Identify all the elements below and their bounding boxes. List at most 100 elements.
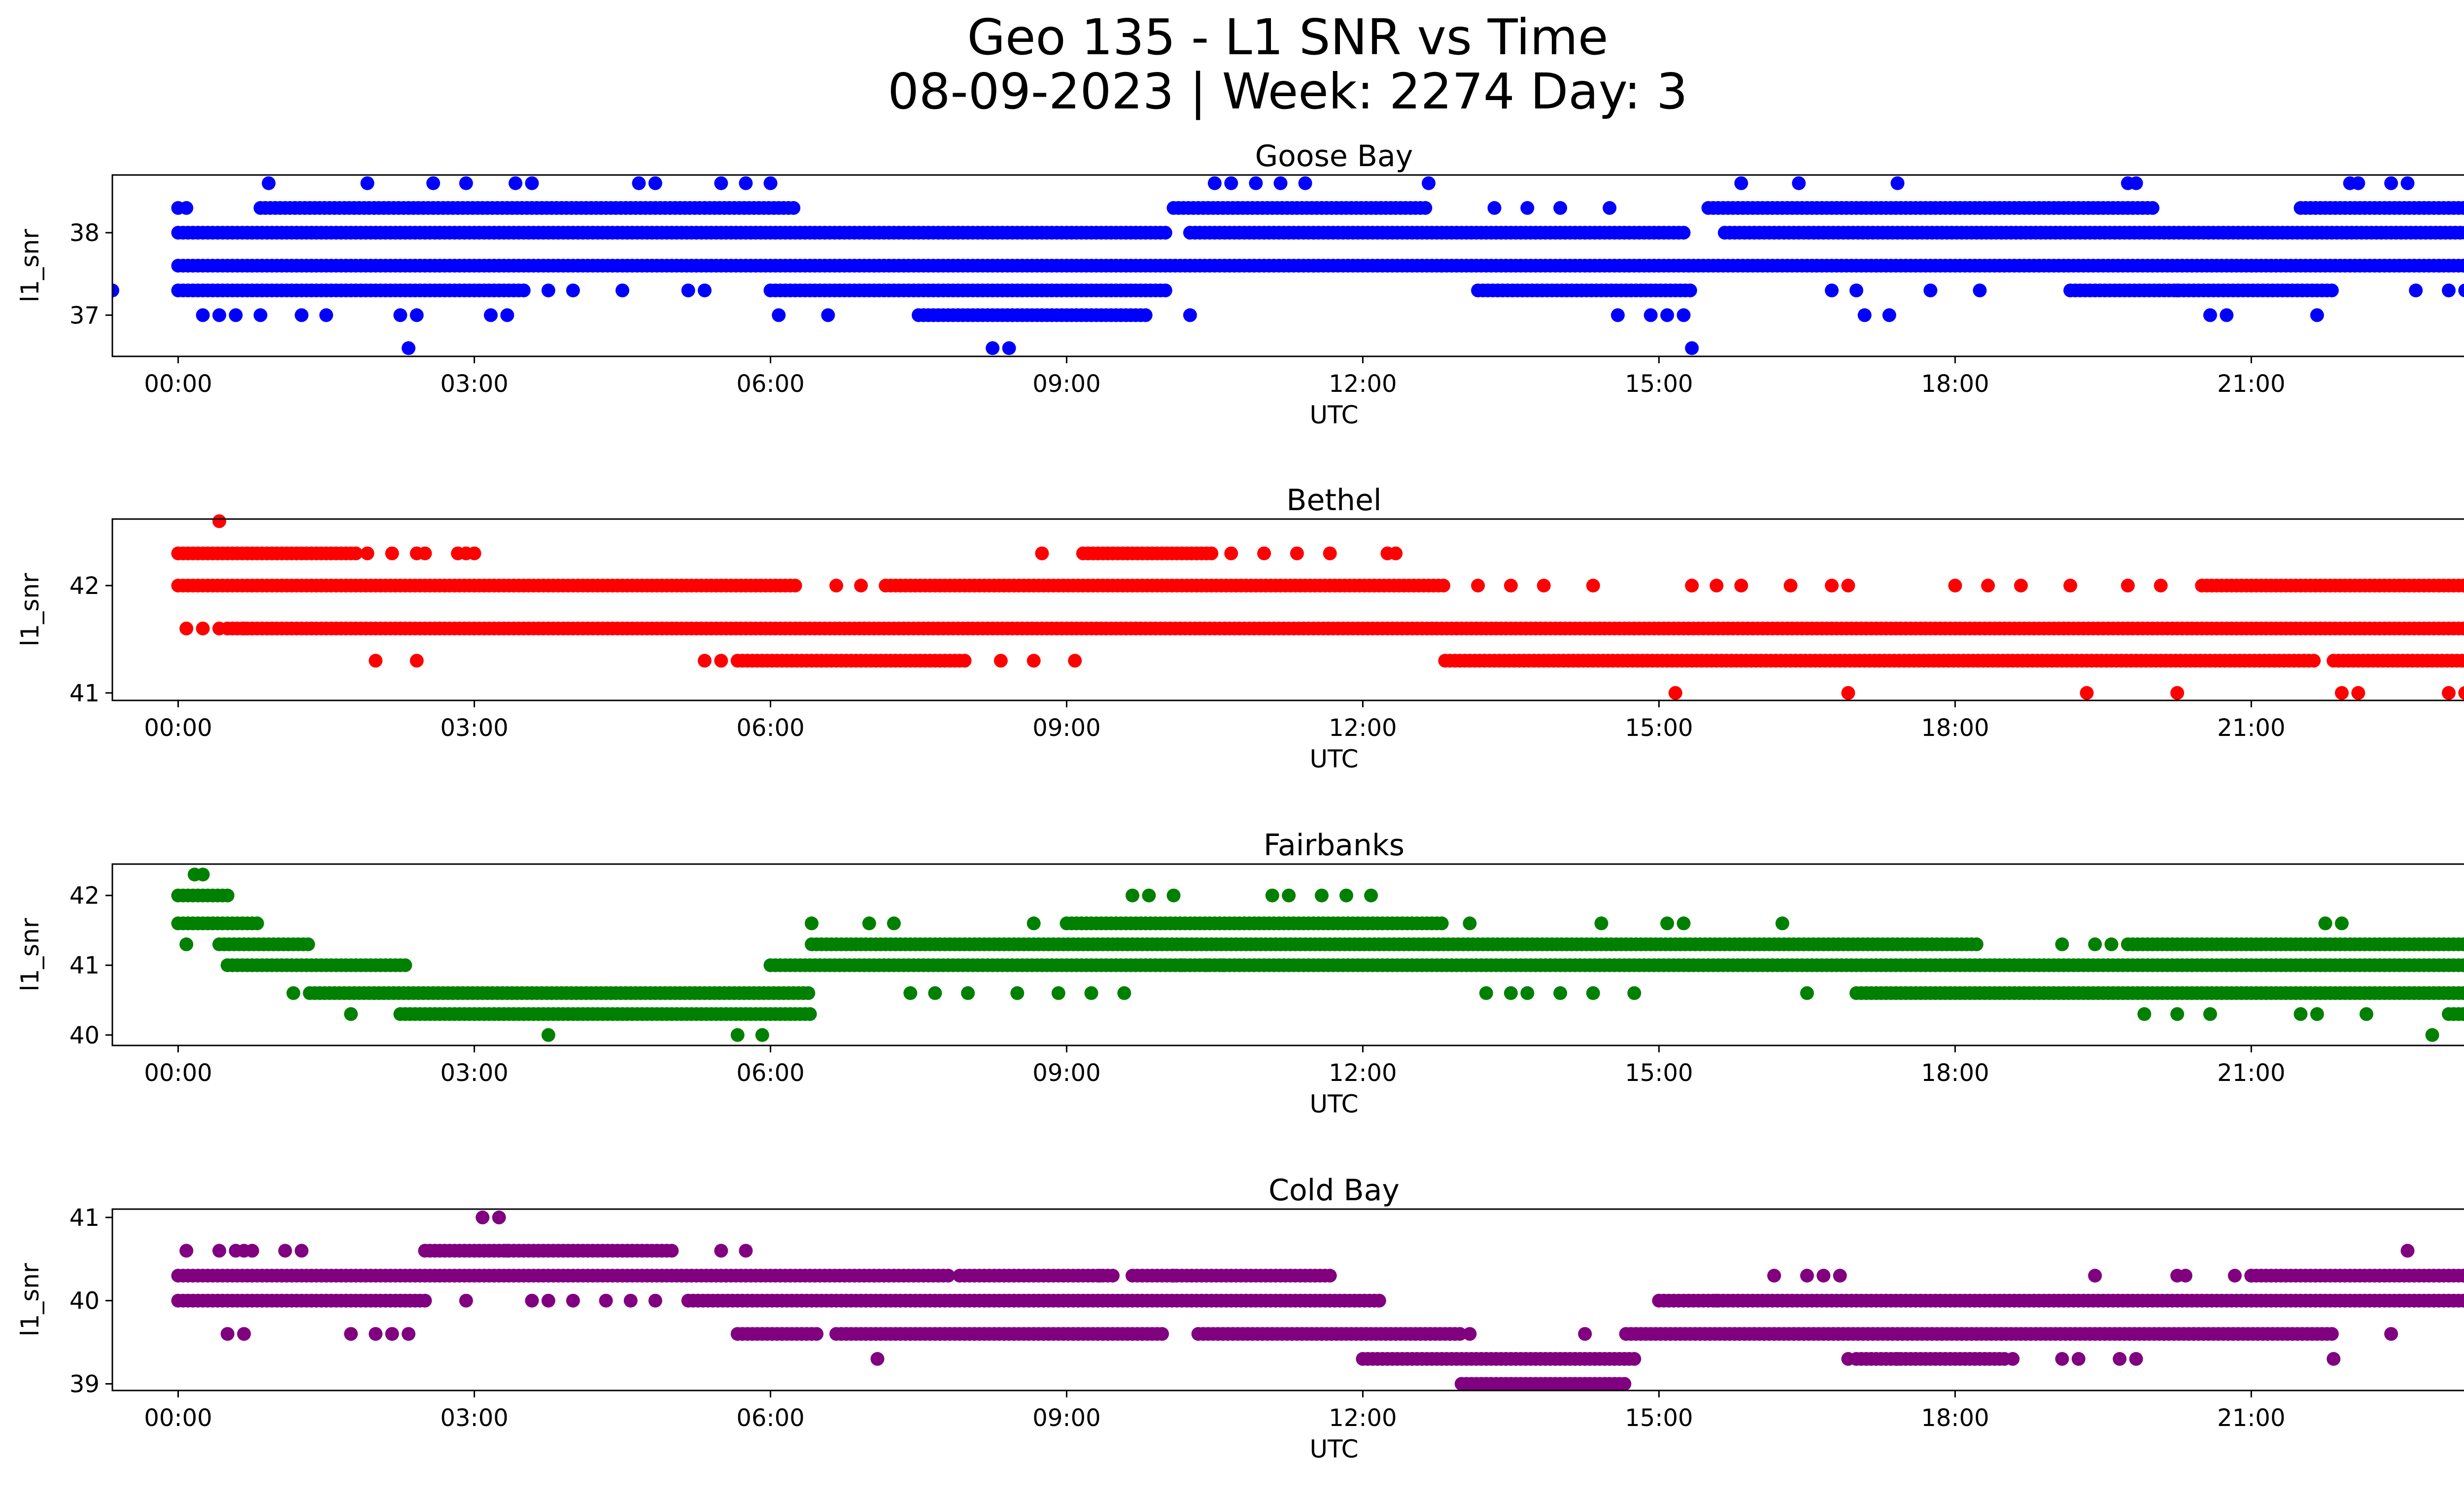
x-tick-label: 18:00 [1921,1059,1989,1087]
x-tick-label: 12:00 [1329,714,1397,742]
data-point [2203,308,2217,322]
chart-1-ylabel: l1_snr [16,573,44,646]
data-point [2170,1007,2185,1021]
data-point [1315,888,1329,903]
data-point [1290,546,1304,560]
chart-1-axes-frame [111,518,2464,701]
data-point [402,341,415,355]
data-point [2457,622,2464,636]
data-point [854,579,868,592]
data-point [2457,986,2464,1000]
data-point [2318,916,2332,931]
data-point [196,308,210,322]
data-point [1158,226,1172,240]
figure-subtitle: 08-09-2023 | Week: 2274 Day: 3 [888,63,1688,120]
data-point [1610,308,1625,322]
data-point [541,283,555,298]
data-point [681,283,695,298]
x-tick-label: 21:00 [2217,1059,2285,1087]
data-point [286,986,301,1000]
data-point [1339,888,1353,903]
data-point [2146,201,2159,215]
data-point [459,176,473,190]
data-point [229,308,243,322]
data-point [1027,916,1041,931]
data-point [2460,654,2464,667]
data-point [803,1007,817,1021]
data-point [253,308,268,322]
data-point [787,201,801,215]
data-point [179,201,194,215]
data-point [1841,579,1855,592]
chart-0-xlabel: UTC [1309,401,1358,429]
data-point [369,654,383,668]
data-point [2088,937,2102,951]
data-point [1825,283,1839,298]
data-point [1155,1327,1169,1341]
data-point [500,308,514,322]
data-point [2457,1269,2464,1283]
chart-1-points [171,514,2464,700]
data-point [1683,283,1697,298]
data-point [862,916,876,931]
data-point [2129,176,2143,190]
data-point [730,1028,745,1042]
data-point [1603,201,1617,215]
data-point [1504,986,1518,1000]
data-point [941,1269,956,1283]
data-point [2203,1007,2217,1021]
data-point [1800,986,1814,1000]
data-point [344,1007,358,1021]
data-point [755,1028,769,1042]
data-point [697,654,712,668]
data-point [1923,283,1938,298]
data-point [903,986,918,1000]
chart-3-points [171,1210,2464,1391]
data-point [616,283,629,298]
data-point [1323,1269,1337,1283]
chart-0-title: Goose Bay [1255,139,1413,174]
data-point [2310,1007,2324,1021]
chart-0-axes-frame [111,174,2464,357]
data-point [993,654,1008,668]
data-point [1216,958,1230,973]
data-point [1138,308,1153,322]
x-tick-label: 06:00 [736,1059,804,1087]
data-point [1422,176,1436,190]
data-point [1224,546,1238,560]
data-point [739,176,753,190]
data-point [1257,546,1271,560]
data-point [509,176,522,190]
data-point [1825,579,1839,592]
x-tick-label: 15:00 [1625,370,1693,398]
data-point [958,654,972,668]
data-point [1224,176,1238,190]
data-point [2170,686,2185,700]
data-point [2462,623,2464,634]
data-point [2457,579,2464,592]
data-point [1553,201,1568,215]
data-point [788,579,802,592]
x-tick-label: 09:00 [1032,1059,1100,1087]
data-point [1204,546,1219,560]
data-point [393,308,408,322]
data-point [566,283,580,298]
data-point [1783,579,1798,592]
data-point [2121,579,2135,592]
data-point [2462,1270,2464,1281]
data-point [385,546,399,560]
data-point [1553,986,1568,1000]
data-point [1323,546,1337,560]
x-tick-label: 00:00 [144,714,212,742]
data-point [1142,888,1156,903]
chart-0-ylabel: l1_snr [16,229,44,302]
data-point [319,308,333,322]
data-point [2104,937,2119,951]
x-tick-label: 00:00 [144,370,212,398]
data-point [1586,986,1600,1000]
data-point [301,937,315,951]
data-point [1002,341,1016,355]
